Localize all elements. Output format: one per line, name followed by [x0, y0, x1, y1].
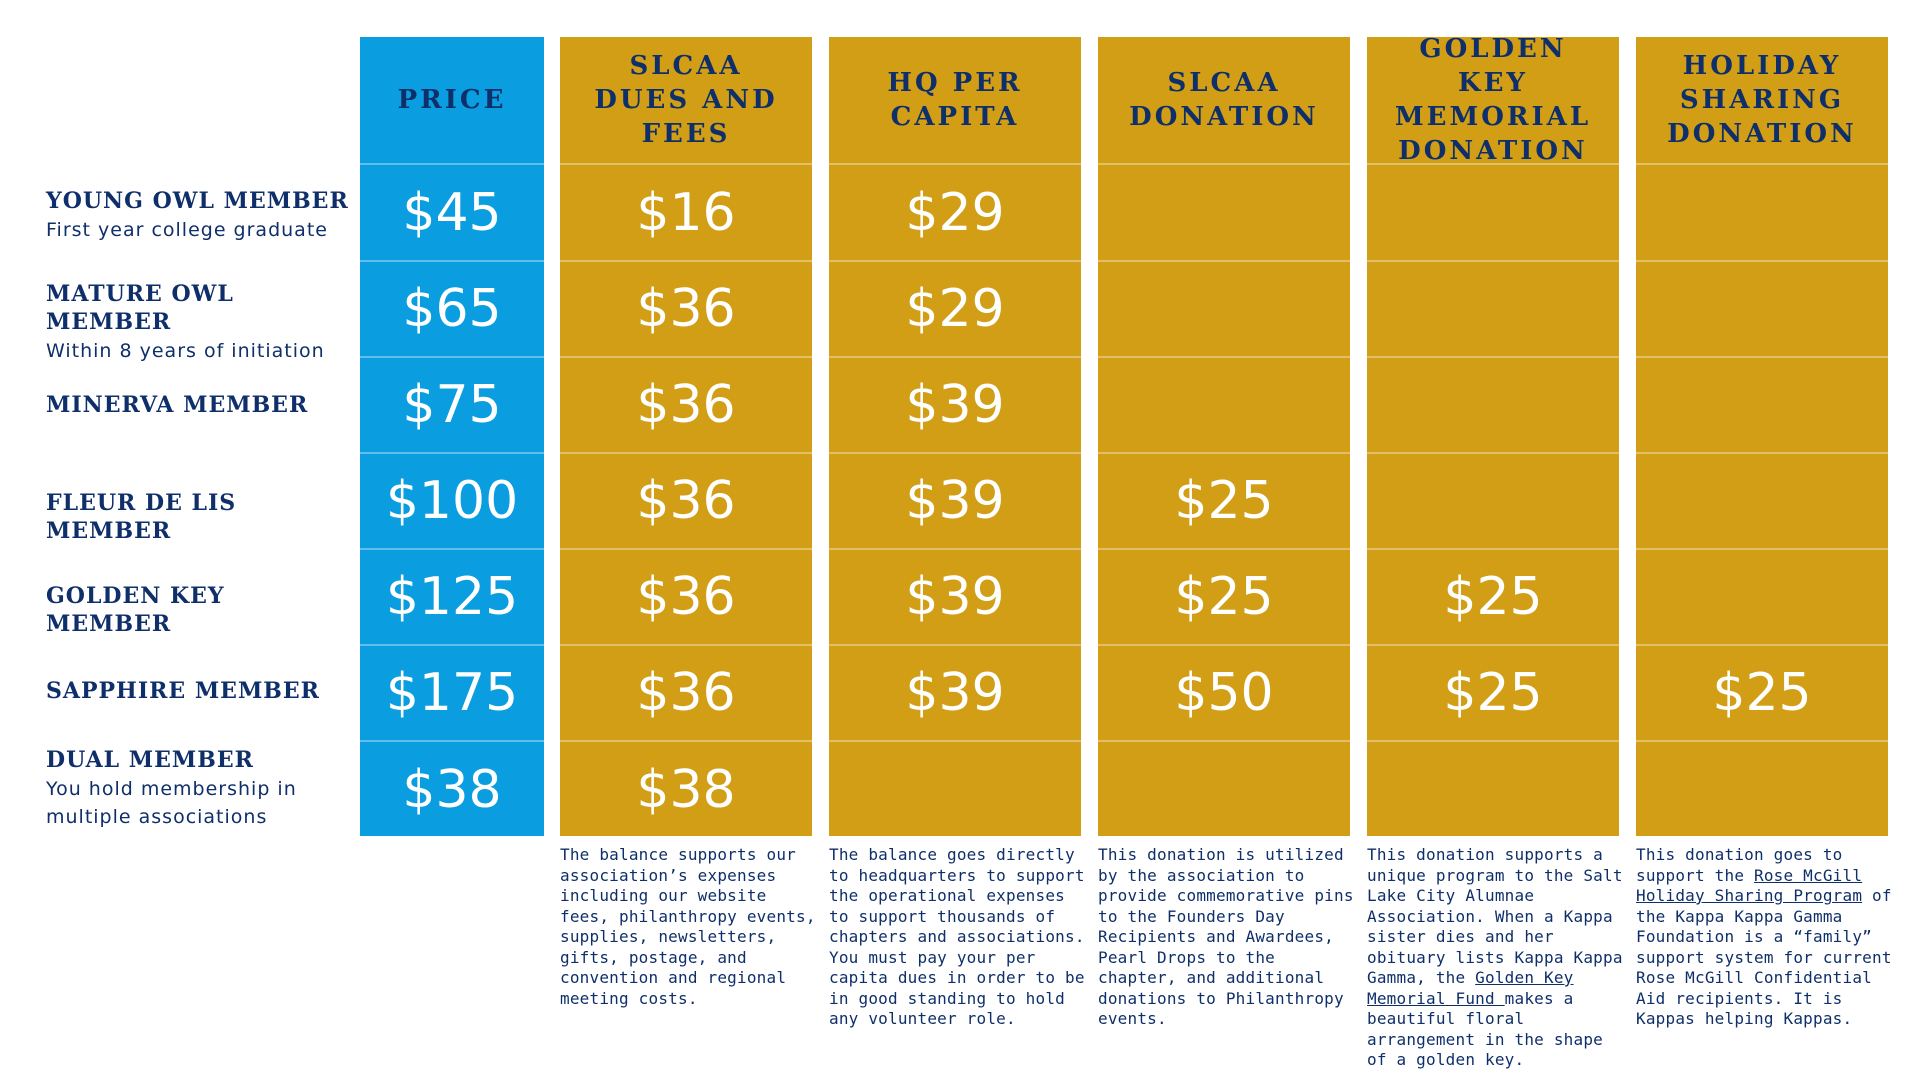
- golden-key-memorial-fund-link[interactable]: Golden Key Memorial Fund: [1367, 968, 1574, 1008]
- holiday-cell: [1636, 550, 1888, 646]
- row-subtitle: First year college graduate: [46, 219, 328, 241]
- price-cell: $125: [360, 550, 544, 646]
- hq-header: HQ PER CAPITA: [829, 37, 1081, 165]
- holiday-header: HOLIDAY SHARING DONATION: [1636, 37, 1888, 165]
- dues-cell: $36: [560, 550, 812, 646]
- row-label-fleur-de-lis: FLEUR DE LIS MEMBER: [46, 489, 356, 545]
- golden-key-note-text-end: makes a beautiful floral arrangement in …: [1367, 988, 1603, 1070]
- donation-cell: $25: [1098, 454, 1350, 550]
- row-title: FLEUR DE LIS MEMBER: [46, 490, 237, 544]
- holiday-cell: [1636, 166, 1888, 262]
- hq-cell: $29: [829, 166, 1081, 262]
- dues-cell: $36: [560, 646, 812, 742]
- row-subtitle: You hold membership in multiple associat…: [46, 778, 297, 828]
- dues-column: SLCAA DUES AND FEES $16 $36 $36 $36 $36 …: [560, 37, 812, 836]
- golden-key-note: This donation supports a unique program …: [1367, 845, 1627, 1071]
- hq-column: HQ PER CAPITA $29 $29 $39 $39 $39 $39: [829, 37, 1081, 836]
- donation-note: This donation is utilized by the associa…: [1098, 845, 1354, 1028]
- donation-column: SLCAA DONATION $25 $25 $50: [1098, 37, 1350, 836]
- row-title: DUAL MEMBER: [46, 747, 254, 773]
- holiday-note-text-end: of the Kappa Kappa Gamma Foundation is a…: [1636, 886, 1892, 1028]
- hq-cell: $39: [829, 550, 1081, 646]
- holiday-column: HOLIDAY SHARING DONATION $25: [1636, 37, 1888, 836]
- hq-cell: $39: [829, 646, 1081, 742]
- holiday-note: This donation goes to support the Rose M…: [1636, 845, 1896, 1030]
- golden-key-header: GOLDEN KEY MEMORIAL DONATION: [1367, 34, 1619, 166]
- donation-cell: [1098, 262, 1350, 358]
- golden-key-cell: [1367, 742, 1619, 838]
- row-title: MINERVA MEMBER: [46, 392, 309, 418]
- dues-note: The balance supports our association’s e…: [560, 845, 816, 1008]
- row-title: MATURE OWL MEMBER: [46, 281, 234, 335]
- price-header: PRICE: [360, 37, 544, 165]
- golden-key-cell: [1367, 454, 1619, 550]
- donation-cell: [1098, 166, 1350, 262]
- price-cell: $65: [360, 262, 544, 358]
- row-label-minerva: MINERVA MEMBER: [46, 391, 356, 419]
- row-label-sapphire: SAPPHIRE MEMBER: [46, 677, 356, 705]
- golden-key-cell: [1367, 358, 1619, 454]
- dues-cell: $38: [636, 760, 736, 820]
- donation-cell: $25: [1098, 550, 1350, 646]
- dues-cell: $36: [560, 358, 812, 454]
- price-cell: $38: [402, 760, 502, 820]
- holiday-cell: [1636, 742, 1888, 838]
- row-label-mature-owl: MATURE OWL MEMBER Within 8 years of init…: [46, 280, 356, 365]
- hq-note: The balance goes directly to headquarter…: [829, 845, 1085, 1028]
- holiday-cell: [1636, 262, 1888, 358]
- golden-key-column: GOLDEN KEY MEMORIAL DONATION $25 $25: [1367, 34, 1619, 838]
- row-label-young-owl: YOUNG OWL MEMBER First year college grad…: [46, 187, 356, 244]
- holiday-note-text: This donation goes to support the: [1636, 845, 1843, 885]
- golden-key-cell: [1367, 262, 1619, 358]
- price-cell: $100: [360, 454, 544, 550]
- price-cell: $75: [360, 358, 544, 454]
- row-title: YOUNG OWL MEMBER: [46, 188, 349, 214]
- hq-cell: $39: [829, 358, 1081, 454]
- price-cell: $175: [360, 646, 544, 742]
- golden-key-note-text: This donation supports a unique program …: [1367, 845, 1623, 987]
- donation-cell: $50: [1098, 646, 1350, 742]
- row-label-dual: DUAL MEMBER You hold membership in multi…: [46, 746, 356, 831]
- holiday-cell: $25: [1636, 646, 1888, 742]
- row-subtitle: Within 8 years of initiation: [46, 340, 325, 362]
- price-cell: $45: [360, 166, 544, 262]
- dues-cell: $36: [560, 454, 812, 550]
- hq-cell: [829, 742, 1081, 838]
- golden-key-cell: $25: [1367, 550, 1619, 646]
- dues-header: SLCAA DUES AND FEES: [560, 37, 812, 165]
- dues-cell: $36: [560, 262, 812, 358]
- holiday-cell: [1636, 358, 1888, 454]
- golden-key-cell: [1367, 166, 1619, 262]
- price-column: PRICE $45 $65 $75 $100 $125 $175 $38: [360, 37, 544, 836]
- donation-cell: [1098, 358, 1350, 454]
- holiday-cell: [1636, 454, 1888, 550]
- hq-cell: $39: [829, 454, 1081, 550]
- donation-header: SLCAA DONATION: [1098, 37, 1350, 165]
- hq-cell: $29: [829, 262, 1081, 358]
- row-title: GOLDEN KEY MEMBER: [46, 583, 225, 637]
- golden-key-cell: $25: [1367, 646, 1619, 742]
- holiday-sharing-program-link[interactable]: Rose McGill Holiday Sharing Program: [1636, 865, 1863, 906]
- dues-cell: $16: [560, 166, 812, 262]
- row-title: SAPPHIRE MEMBER: [46, 678, 320, 704]
- donation-cell: [1098, 742, 1350, 838]
- row-label-golden-key: GOLDEN KEY MEMBER: [46, 582, 356, 638]
